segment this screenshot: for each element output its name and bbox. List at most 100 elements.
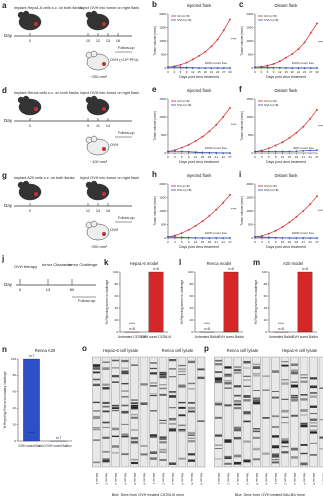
point	[302, 149, 305, 152]
blot-band	[253, 458, 260, 461]
point	[201, 135, 204, 138]
blot-band	[169, 427, 176, 430]
blot-band	[281, 409, 289, 413]
blot-band	[188, 360, 195, 364]
blot-band	[102, 426, 110, 428]
y-axis-label: Tumor volume (mm³)	[153, 196, 157, 226]
y-tick-label: 0	[251, 66, 253, 70]
blot-band	[112, 381, 119, 383]
blot-band	[178, 364, 186, 367]
x-tick-label: 15	[201, 155, 205, 159]
point	[222, 67, 225, 69]
y-axis-label: Tumor volume (mm³)	[153, 111, 157, 141]
blot-band	[253, 363, 260, 366]
blot-band	[253, 373, 260, 375]
point	[222, 202, 225, 204]
blot-band	[300, 422, 308, 424]
x-tick-label: 15	[288, 155, 292, 159]
y-tick-label: 0	[164, 66, 166, 70]
blot-band	[169, 376, 176, 378]
blot-band	[234, 436, 241, 440]
blot-band	[93, 417, 100, 420]
point	[201, 151, 204, 154]
blot-band	[131, 402, 138, 405]
blot-band	[188, 434, 195, 436]
day-number: 13	[46, 287, 51, 292]
blot-band	[310, 418, 317, 421]
series-line	[167, 150, 230, 154]
blot-band	[215, 379, 222, 382]
x-tick-label: 6	[181, 240, 183, 244]
blot-band	[159, 393, 167, 396]
blot-band	[169, 462, 176, 465]
panel-letter: k	[104, 258, 109, 267]
blot-band	[188, 406, 195, 410]
point	[210, 67, 213, 69]
blot-band	[300, 452, 308, 455]
day-label: Day	[4, 118, 13, 123]
mouse-body	[86, 183, 110, 201]
blot-band	[272, 453, 279, 456]
blot-band	[131, 405, 138, 408]
blot-band	[215, 448, 222, 450]
blot-band	[291, 371, 298, 375]
blot-band	[243, 375, 251, 377]
legend-label: OVH (n=8)	[177, 188, 191, 192]
x-tick-label: 3	[173, 70, 175, 74]
tumor	[102, 22, 106, 26]
point	[295, 216, 298, 218]
x-tick-label: OVH cured C57BL/6	[141, 335, 171, 339]
y-tick-label: 1500	[159, 195, 166, 199]
blot-band	[102, 383, 110, 386]
mouse-ear	[90, 135, 98, 143]
y-tick-label: 500	[161, 133, 166, 137]
panel-letter: n	[2, 345, 7, 354]
blot-band	[234, 394, 241, 397]
blot-band	[102, 450, 110, 453]
mouse-body	[18, 98, 42, 116]
volume-label: ~100 mm³	[90, 160, 108, 164]
point	[260, 236, 263, 238]
lane-label: Mouse 2	[161, 473, 165, 485]
blot-band	[243, 367, 251, 369]
y-tick-label: 0	[164, 236, 166, 240]
y-tick-label: 0	[251, 151, 253, 155]
blot-band	[150, 436, 157, 438]
y-tick-label: 2000	[159, 182, 166, 186]
x-tick-label: 18	[208, 155, 212, 159]
blot-band	[159, 437, 167, 441]
point	[180, 232, 183, 235]
significance: ****	[204, 321, 211, 326]
blot-band	[112, 445, 119, 448]
blot-lane	[168, 356, 177, 468]
blot-lane	[149, 356, 158, 468]
y-tick-label: 20	[13, 422, 17, 426]
blot-band	[169, 418, 176, 421]
point	[167, 236, 169, 238]
mouse-body	[86, 223, 110, 241]
mouse-ear	[90, 10, 98, 18]
point	[316, 67, 318, 69]
x-tick-label: 27	[309, 70, 313, 74]
x-tick-label: 18	[204, 70, 208, 74]
point	[285, 66, 287, 69]
point	[267, 232, 270, 235]
blot-band	[253, 399, 260, 402]
blot-lane	[111, 356, 120, 468]
blot-band	[93, 371, 100, 374]
blot-band	[121, 404, 129, 407]
blot-band	[112, 359, 119, 362]
blot-band	[243, 411, 251, 414]
blot-lane	[261, 356, 271, 468]
point	[222, 29, 225, 32]
series-line	[167, 194, 231, 238]
blot-band	[215, 416, 222, 419]
blot-band	[131, 437, 138, 440]
blot-band	[281, 382, 289, 385]
blot-band	[121, 390, 129, 392]
blot-band	[150, 367, 157, 370]
y-tick-label: 500	[248, 133, 253, 137]
blot-band	[197, 368, 205, 371]
y-tick-label: 1000	[159, 39, 166, 43]
lane-label: Mouse 6	[264, 473, 268, 485]
